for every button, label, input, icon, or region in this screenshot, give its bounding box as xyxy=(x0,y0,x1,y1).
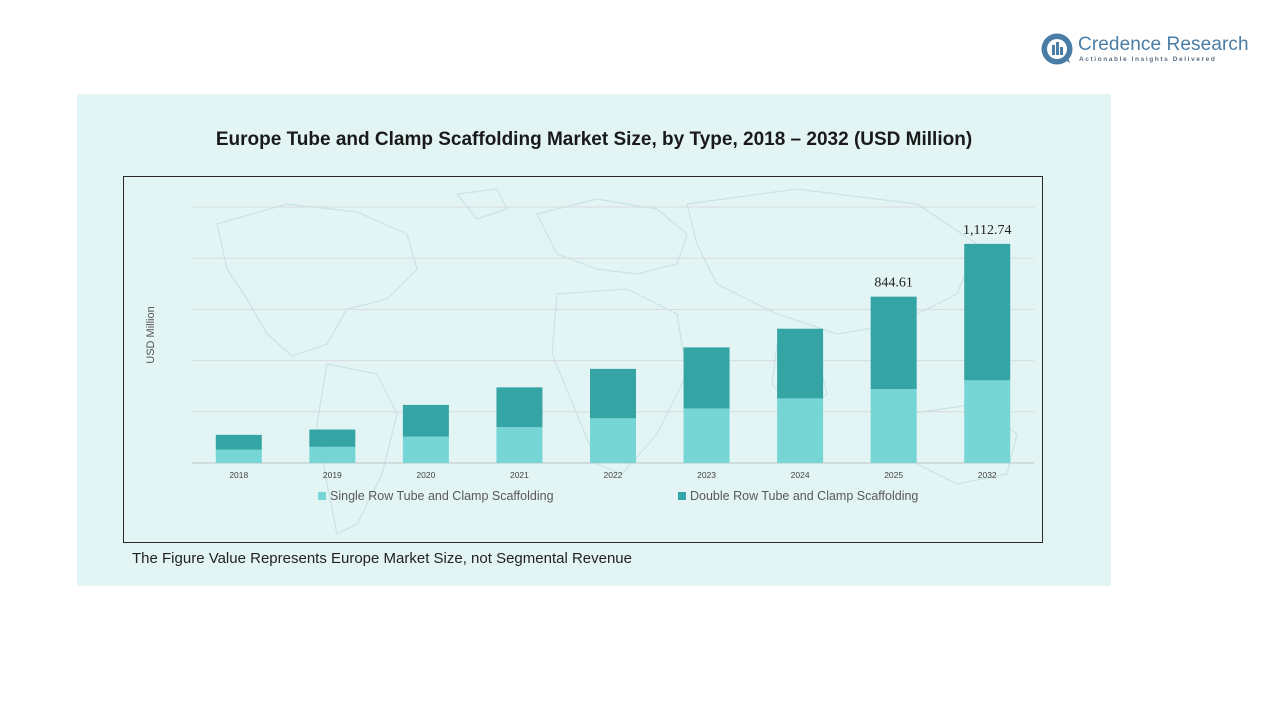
bar-double-row-2018 xyxy=(215,434,262,450)
bar-double-row-2019 xyxy=(309,429,356,447)
bar-single-row-2024 xyxy=(777,398,824,463)
bar-double-row-2020 xyxy=(402,404,449,437)
legend-swatch xyxy=(318,492,326,500)
bar-double-row-2023 xyxy=(683,347,730,409)
x-tick-label: 2025 xyxy=(884,470,903,480)
bar-single-row-2025 xyxy=(870,389,917,463)
bar-double-row-2022 xyxy=(590,368,636,419)
bar-single-row-2022 xyxy=(590,418,636,463)
bar-double-row-2032 xyxy=(964,243,1011,381)
data-label: 1,112.74 xyxy=(963,223,1011,238)
x-tick-label: 2032 xyxy=(978,470,997,480)
brand-name: Credence Research xyxy=(1078,34,1249,55)
bar-chart: USD Million 2018 2019 2020 2021 2022 2023 2024 2… xyxy=(145,206,1034,503)
x-tick-label: 2024 xyxy=(791,470,810,480)
bar-single-row-2020 xyxy=(402,436,449,463)
bar-double-row-2025 xyxy=(870,296,917,390)
bar-double-row-2024 xyxy=(777,328,824,399)
bar-single-row-2023 xyxy=(683,408,730,463)
x-tick-label: 2020 xyxy=(416,470,435,480)
y-axis-label: USD Million xyxy=(145,306,157,363)
plot-area: USD Million 2018 2019 2020 2021 2022 2023 2024 2… xyxy=(123,176,1043,543)
legend-label: Single Row Tube and Clamp Scaffolding xyxy=(330,489,554,503)
data-label: 844.61 xyxy=(874,276,913,291)
x-tick-label: 2023 xyxy=(697,470,716,480)
brand-logo: Credence Research Actionable Insights De… xyxy=(1040,32,1255,68)
bar-single-row-2021 xyxy=(496,427,543,463)
x-tick-label: 2021 xyxy=(510,470,529,480)
x-tick-label: 2022 xyxy=(604,470,623,480)
bar-single-row-2018 xyxy=(215,449,262,463)
chart-title: Europe Tube and Clamp Scaffolding Market… xyxy=(215,129,973,150)
x-tick-label: 2018 xyxy=(229,470,248,480)
bar-single-row-2019 xyxy=(309,446,356,463)
footnote: The Figure Value Represents Europe Marke… xyxy=(132,550,632,567)
brand-logo-icon xyxy=(1041,33,1073,65)
bar-single-row-2032 xyxy=(964,380,1011,463)
legend-swatch xyxy=(678,492,686,500)
chart-panel: Europe Tube and Clamp Scaffolding Market… xyxy=(77,94,1111,586)
x-tick-label: 2019 xyxy=(323,470,342,480)
legend-label: Double Row Tube and Clamp Scaffolding xyxy=(690,489,918,503)
bar-double-row-2021 xyxy=(496,387,543,428)
brand-tagline: Actionable Insights Delivered xyxy=(1079,56,1217,63)
